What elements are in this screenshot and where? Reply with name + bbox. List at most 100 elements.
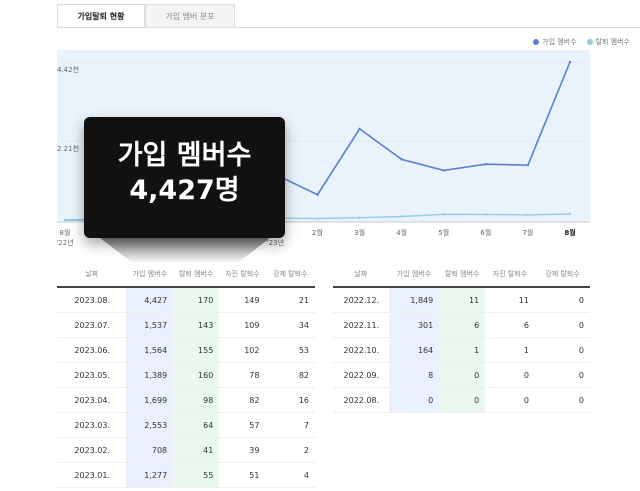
table-row: 2023.03. 2,553 64 57 7 bbox=[57, 412, 315, 438]
x-tick-label: 4월 bbox=[396, 228, 407, 237]
cell-left: 160 bbox=[173, 362, 220, 388]
data-point[interactable] bbox=[442, 213, 445, 216]
col-date: 날짜 bbox=[57, 262, 127, 288]
cell-voluntary: 0 bbox=[485, 387, 535, 413]
cell-voluntary: 78 bbox=[219, 362, 266, 388]
cell-left: 155 bbox=[173, 337, 220, 363]
cell-voluntary: 11 bbox=[485, 287, 535, 313]
data-point[interactable] bbox=[484, 162, 488, 166]
x-tick-label: 8월 bbox=[60, 228, 71, 237]
cell-left: 0 bbox=[439, 362, 486, 388]
cell-voluntary: 0 bbox=[485, 362, 535, 388]
cell-forced: 82 bbox=[265, 362, 315, 388]
cell-date: 2022.09. bbox=[333, 362, 389, 388]
legend-dot-icon bbox=[586, 39, 593, 45]
legend-label: 탈퇴 멤버수 bbox=[595, 38, 630, 46]
legend-item-joined[interactable]: 가입 멤버수 bbox=[533, 37, 577, 47]
cell-left: 11 bbox=[439, 287, 486, 313]
cell-voluntary: 57 bbox=[219, 412, 266, 438]
cell-joined: 1,277 bbox=[126, 462, 174, 488]
cell-date: 2023.06. bbox=[57, 337, 127, 363]
cell-forced: 0 bbox=[534, 287, 590, 313]
cell-forced: 4 bbox=[265, 462, 315, 488]
x-tick-label: 8월 bbox=[564, 228, 575, 237]
cell-voluntary: 149 bbox=[219, 287, 266, 313]
x-tick-label: 3월 bbox=[354, 228, 365, 237]
cell-date: 2023.03. bbox=[57, 412, 127, 438]
cell-joined: 301 bbox=[388, 312, 440, 338]
stats-table-right: 날짜 가입 멤버수 탈퇴 멤버수 자진 탈퇴수 강제 탈퇴수 2022.12. 1… bbox=[333, 262, 590, 413]
cell-date: 2022.08. bbox=[333, 387, 389, 413]
col-left: 탈퇴 멤버수 bbox=[439, 262, 486, 288]
tooltip-title: 가입 멤버수 bbox=[117, 140, 252, 171]
cell-forced: 0 bbox=[534, 387, 590, 413]
cell-forced: 0 bbox=[534, 362, 590, 388]
cell-joined: 1,389 bbox=[126, 362, 174, 388]
x-tick-year: '23년 bbox=[267, 238, 284, 247]
table-row: 2023.01. 1,277 55 51 4 bbox=[57, 462, 315, 488]
col-forced: 강제 탈퇴수 bbox=[265, 262, 315, 288]
cell-joined: 0 bbox=[388, 387, 440, 413]
data-point[interactable] bbox=[568, 212, 572, 216]
tooltip-shadow bbox=[100, 238, 270, 264]
cell-forced: 34 bbox=[265, 312, 315, 338]
cell-joined: 1,699 bbox=[126, 387, 174, 413]
cell-date: 2023.05. bbox=[57, 362, 127, 388]
y-tick-label: 2.21천 bbox=[57, 144, 79, 153]
data-point[interactable] bbox=[358, 216, 361, 219]
data-point[interactable] bbox=[316, 193, 319, 196]
cell-voluntary: 51 bbox=[219, 462, 266, 488]
table-row: 2022.10. 164 1 1 0 bbox=[333, 337, 590, 363]
cell-date: 2023.07. bbox=[57, 312, 127, 338]
x-tick-label: 6월 bbox=[480, 228, 491, 237]
cell-left: 143 bbox=[173, 312, 220, 338]
cell-joined: 164 bbox=[388, 337, 440, 363]
cell-date: 2022.12. bbox=[333, 287, 389, 313]
col-forced: 강제 탈퇴수 bbox=[534, 262, 590, 288]
data-point[interactable] bbox=[442, 169, 445, 172]
tab-divider bbox=[57, 27, 640, 28]
cell-date: 2022.10. bbox=[333, 337, 389, 363]
data-point[interactable] bbox=[484, 213, 488, 216]
data-point[interactable] bbox=[400, 158, 403, 161]
cell-joined: 4,427 bbox=[126, 287, 174, 313]
cell-joined: 1,849 bbox=[388, 287, 440, 313]
cell-date: 2023.04. bbox=[57, 387, 127, 413]
data-point[interactable] bbox=[568, 60, 572, 64]
table-row: 2022.12. 1,849 11 11 0 bbox=[333, 287, 590, 313]
data-point[interactable] bbox=[316, 217, 319, 220]
cell-voluntary: 6 bbox=[485, 312, 535, 338]
table-row: 2023.05. 1,389 160 78 82 bbox=[57, 362, 315, 388]
cell-joined: 8 bbox=[388, 362, 440, 388]
x-tick-year: '22년 bbox=[56, 238, 73, 247]
cell-joined: 708 bbox=[126, 437, 174, 463]
cell-joined: 2,553 bbox=[126, 412, 174, 438]
cell-date: 2023.02. bbox=[57, 437, 127, 463]
table-row: 2022.09. 8 0 0 0 bbox=[333, 362, 590, 388]
cell-forced: 7 bbox=[265, 412, 315, 438]
cell-left: 55 bbox=[173, 462, 220, 488]
data-point[interactable] bbox=[358, 127, 361, 131]
cell-left: 170 bbox=[173, 287, 220, 313]
table-row: 2023.04. 1,699 98 82 16 bbox=[57, 387, 315, 413]
cell-joined: 1,564 bbox=[126, 337, 174, 363]
cell-left: 0 bbox=[439, 387, 486, 413]
data-point[interactable] bbox=[526, 213, 530, 217]
col-joined: 가입 멤버수 bbox=[126, 262, 174, 288]
table-row: 2023.08. 4,427 170 149 21 bbox=[57, 287, 315, 313]
col-voluntary: 자진 탈퇴수 bbox=[485, 262, 535, 288]
cell-voluntary: 82 bbox=[219, 387, 266, 413]
tab-join-leave-status[interactable]: 가입탈퇴 현황 bbox=[57, 4, 145, 28]
legend-item-left[interactable]: 탈퇴 멤버수 bbox=[586, 37, 630, 47]
table-row: 2023.06. 1,564 155 102 53 bbox=[57, 337, 315, 363]
data-point[interactable] bbox=[526, 163, 530, 167]
cell-date: 2022.11. bbox=[333, 312, 389, 338]
cell-voluntary: 1 bbox=[485, 337, 535, 363]
data-point[interactable] bbox=[63, 218, 67, 222]
cell-forced: 0 bbox=[534, 337, 590, 363]
table-row: 2023.07. 1,537 143 109 34 bbox=[57, 312, 315, 338]
data-point[interactable] bbox=[400, 215, 403, 218]
col-date: 날짜 bbox=[333, 262, 389, 288]
col-joined: 가입 멤버수 bbox=[388, 262, 440, 288]
cell-date: 2023.08. bbox=[57, 287, 127, 313]
